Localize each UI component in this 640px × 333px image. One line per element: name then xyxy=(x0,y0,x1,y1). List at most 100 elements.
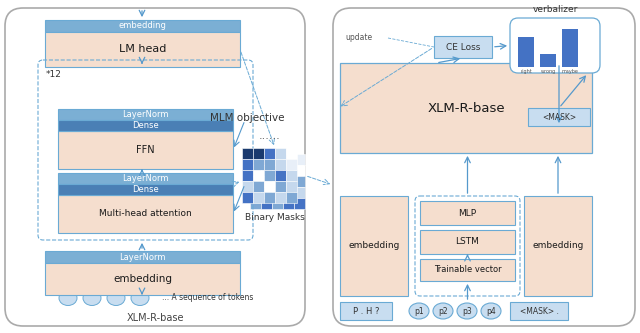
Text: LayerNorm: LayerNorm xyxy=(119,252,166,261)
Bar xyxy=(275,159,286,170)
Bar xyxy=(264,148,275,159)
Bar xyxy=(58,109,233,120)
Ellipse shape xyxy=(457,303,477,319)
Text: update: update xyxy=(345,34,372,43)
Text: XLM-R-base: XLM-R-base xyxy=(126,313,184,323)
Ellipse shape xyxy=(83,290,101,305)
Bar xyxy=(283,165,294,176)
Bar xyxy=(242,159,253,170)
Bar xyxy=(242,192,253,203)
Bar xyxy=(275,148,286,159)
Bar xyxy=(283,198,294,209)
Bar xyxy=(261,198,272,209)
Bar xyxy=(286,148,297,159)
Bar xyxy=(275,181,286,192)
Bar xyxy=(294,187,305,198)
Bar xyxy=(253,181,264,192)
Text: Trainable vector: Trainable vector xyxy=(434,265,501,274)
Text: embedding: embedding xyxy=(348,241,400,250)
Text: LSTM: LSTM xyxy=(456,237,479,246)
Text: MLP: MLP xyxy=(458,208,477,217)
Bar xyxy=(286,181,297,192)
Bar xyxy=(283,176,294,187)
Bar xyxy=(253,159,264,170)
Bar xyxy=(261,154,272,165)
Text: MLM objective: MLM objective xyxy=(210,113,285,123)
Bar xyxy=(283,187,294,198)
Text: p2: p2 xyxy=(438,306,448,315)
Text: wrong: wrong xyxy=(540,69,556,74)
FancyBboxPatch shape xyxy=(333,8,635,326)
FancyBboxPatch shape xyxy=(5,8,305,326)
Bar xyxy=(562,29,578,67)
Text: ......: ...... xyxy=(259,131,280,141)
Text: P . H ?: P . H ? xyxy=(353,306,380,315)
Bar xyxy=(340,63,592,153)
Text: Dense: Dense xyxy=(132,121,159,130)
Text: ... A sequence of tokens: ... A sequence of tokens xyxy=(162,293,253,302)
Ellipse shape xyxy=(409,303,429,319)
Bar xyxy=(518,37,534,67)
Bar xyxy=(253,192,264,203)
Bar xyxy=(275,170,286,181)
Bar xyxy=(45,20,240,32)
Bar xyxy=(45,251,240,263)
Bar xyxy=(286,192,297,203)
Bar xyxy=(58,131,233,169)
Text: CE Loss: CE Loss xyxy=(446,43,480,52)
Ellipse shape xyxy=(107,290,125,305)
Ellipse shape xyxy=(481,303,501,319)
Bar xyxy=(272,176,283,187)
Bar xyxy=(242,181,253,192)
Bar xyxy=(253,170,264,181)
Bar xyxy=(420,259,515,281)
Text: maybe: maybe xyxy=(561,69,579,74)
Bar xyxy=(294,165,305,176)
Bar xyxy=(340,196,408,296)
Text: p3: p3 xyxy=(462,306,472,315)
Bar xyxy=(420,201,515,225)
Bar xyxy=(250,187,261,198)
Bar xyxy=(261,187,272,198)
Bar xyxy=(524,196,592,296)
Bar xyxy=(294,176,305,187)
Text: LayerNorm: LayerNorm xyxy=(122,110,169,119)
Ellipse shape xyxy=(433,303,453,319)
Bar xyxy=(275,192,286,203)
Bar xyxy=(434,36,492,58)
Text: <MASK>: <MASK> xyxy=(542,113,576,122)
Text: verbalizer: verbalizer xyxy=(532,6,578,15)
Text: Dense: Dense xyxy=(132,185,159,194)
Ellipse shape xyxy=(131,290,149,305)
Ellipse shape xyxy=(59,290,77,305)
Bar xyxy=(264,181,275,192)
Bar xyxy=(272,154,283,165)
Text: embedding: embedding xyxy=(113,274,172,284)
Text: *12: *12 xyxy=(46,70,62,79)
Bar xyxy=(340,302,392,320)
Bar xyxy=(528,108,590,126)
FancyBboxPatch shape xyxy=(510,18,600,73)
Bar xyxy=(45,32,240,67)
Bar xyxy=(45,263,240,295)
Bar xyxy=(250,198,261,209)
Text: embedding: embedding xyxy=(532,241,584,250)
Bar xyxy=(420,230,515,254)
Bar xyxy=(264,170,275,181)
Text: right: right xyxy=(520,69,532,74)
Text: p4: p4 xyxy=(486,306,496,315)
Text: LayerNorm: LayerNorm xyxy=(122,174,169,183)
Bar xyxy=(58,120,233,131)
Text: FFN: FFN xyxy=(136,145,155,155)
Text: Multi-head attention: Multi-head attention xyxy=(99,209,192,218)
Bar xyxy=(264,159,275,170)
Bar xyxy=(294,154,305,165)
Text: XLM-R-base: XLM-R-base xyxy=(427,102,505,115)
Bar xyxy=(540,54,556,67)
Bar xyxy=(253,148,264,159)
Bar xyxy=(272,198,283,209)
Text: Binary Masks: Binary Masks xyxy=(244,212,305,221)
Bar xyxy=(261,165,272,176)
Bar xyxy=(264,192,275,203)
Bar xyxy=(272,165,283,176)
